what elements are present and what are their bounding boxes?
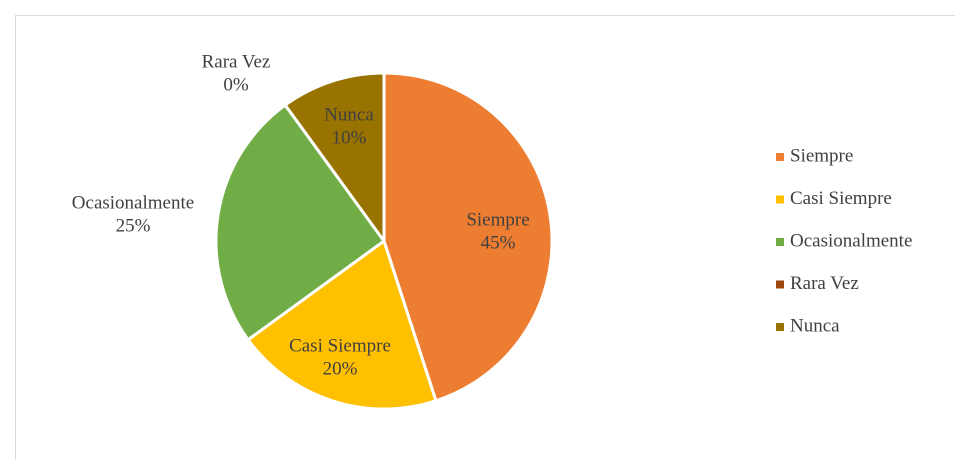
pie-slice — [382, 71, 554, 403]
slice-label-name: Rara Vez — [202, 51, 271, 72]
slice-label-name: Siempre — [466, 209, 529, 230]
legend-label: Rara Vez — [790, 273, 859, 294]
legend-swatch — [776, 153, 784, 161]
legend-swatch — [776, 195, 784, 204]
legend-label: Nunca — [790, 315, 840, 336]
slice-label-value: 20% — [323, 358, 358, 379]
slice-label-value: 10% — [332, 127, 367, 148]
pie-slice — [283, 71, 386, 243]
slice-label-name: Ocasionalmente — [72, 192, 194, 213]
pie-slice — [214, 103, 386, 342]
slice-label-value: 45% — [481, 232, 516, 253]
legend-label: Casi Siempre — [790, 188, 892, 209]
legend-swatch — [776, 323, 784, 331]
legend-label: Ocasionalmente — [790, 230, 912, 251]
slice-label-name: Nunca — [324, 104, 374, 125]
pie-slice — [246, 239, 438, 411]
slice-label-name: Casi Siempre — [289, 335, 391, 356]
slice-label-value: 25% — [116, 215, 151, 236]
legend-swatch — [776, 280, 784, 289]
legend-swatch — [776, 238, 784, 246]
slice-label-value: 0% — [223, 74, 249, 95]
legend-label: Siempre — [790, 145, 853, 166]
